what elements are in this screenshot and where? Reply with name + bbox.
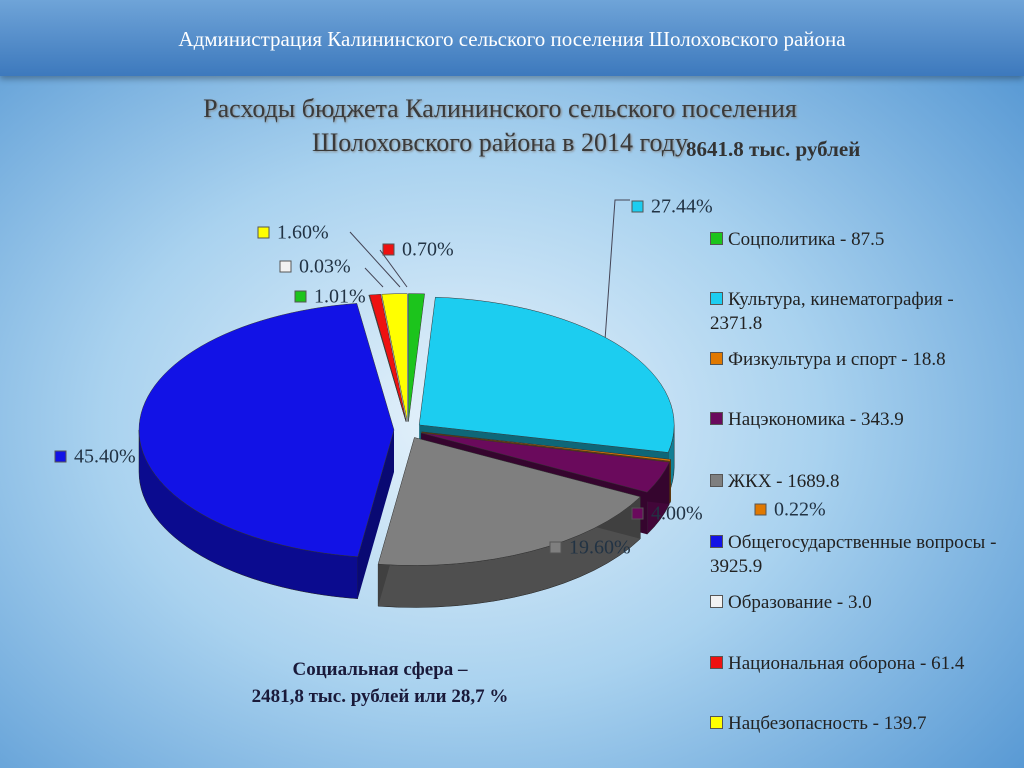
note-line: 2481,8 тыс. рублей или 28,7 % — [251, 686, 509, 707]
legend-swatch — [710, 716, 723, 729]
legend-label: Нацэкономика - 343.9 — [728, 409, 904, 430]
legend-swatch — [710, 474, 723, 487]
data-label: 27.44% — [651, 196, 713, 218]
legend-swatch — [710, 292, 723, 305]
legend-swatch — [710, 232, 723, 245]
pie-slice — [421, 431, 672, 462]
legend-entry: Нацэкономика - 343.9 — [710, 408, 1000, 432]
chart-title: Расходы бюджета Калининского сельского п… — [203, 94, 797, 157]
data-label: 0.70% — [402, 239, 454, 261]
label-swatch — [631, 507, 644, 520]
data-label: 45.40% — [74, 446, 136, 468]
data-label: 0.03% — [299, 256, 351, 278]
label-swatch — [54, 450, 67, 463]
legend-label: Национальная оборона - 61.4 — [728, 653, 965, 674]
header: Администрация Калининского сельского пос… — [0, 0, 1024, 76]
legend-entry: Национальная оборона - 61.4 — [710, 652, 1000, 676]
chart-subtitle: 8641.8 тыс. рублей — [686, 137, 861, 161]
pie-slice — [421, 432, 670, 493]
legend-swatch — [710, 535, 723, 548]
legend-entry: Нацбезопасность - 139.7 — [710, 712, 1000, 736]
pie-slice — [381, 293, 408, 422]
pie-slice — [377, 437, 641, 566]
legend-label: Нацбезопасность - 139.7 — [728, 713, 927, 734]
pie-slice — [369, 294, 407, 422]
legend-entry: ЖКХ - 1689.8 — [710, 470, 1000, 494]
legend-label: Образование - 3.0 — [728, 592, 872, 613]
pie-slice — [418, 296, 675, 453]
label-swatch — [549, 541, 562, 554]
label-swatch — [631, 200, 644, 213]
legend-entry: Физкультура и спорт - 18.8 — [710, 348, 1000, 372]
label-swatch — [754, 503, 767, 516]
legend-label: ЖКХ - 1689.8 — [728, 471, 840, 492]
label-swatch — [294, 290, 307, 303]
note: Социальная сфера – 2481,8 тыс. рублей ил… — [200, 656, 560, 710]
legend-label: Культура, кинематография - 2371.8 — [710, 289, 954, 334]
label-swatch — [279, 260, 292, 273]
data-label: 1.01% — [314, 286, 366, 308]
legend-swatch — [710, 352, 723, 365]
legend-entry: Образование - 3.0 — [710, 591, 1000, 615]
legend-entry: Общегосударственные вопросы - 3925.9 — [710, 531, 1000, 579]
legend-swatch — [710, 412, 723, 425]
legend-entry: Культура, кинематография - 2371.8 — [710, 288, 1000, 336]
data-label: 1.60% — [277, 222, 329, 244]
slice-cut — [357, 430, 395, 599]
data-label: 0.22% — [774, 499, 826, 521]
label-swatch — [382, 243, 395, 256]
legend-entry: Соцполитика - 87.5 — [710, 228, 1000, 252]
note-line: Социальная сфера – — [292, 659, 468, 680]
pie-slice — [408, 293, 425, 422]
leader-lines — [349, 199, 630, 341]
legend-swatch — [710, 595, 723, 608]
legend-swatch — [710, 656, 723, 669]
data-label: 19.60% — [569, 537, 631, 559]
legend-label: Общегосударственные вопросы - 3925.9 — [710, 532, 997, 577]
data-label: 4.00% — [651, 503, 703, 525]
label-swatch — [257, 226, 270, 239]
legend-label: Соцполитика - 87.5 — [728, 229, 885, 250]
legend-label: Физкультура и спорт - 18.8 — [728, 349, 946, 370]
pie-slice — [368, 294, 407, 422]
pie-slice — [138, 303, 395, 557]
